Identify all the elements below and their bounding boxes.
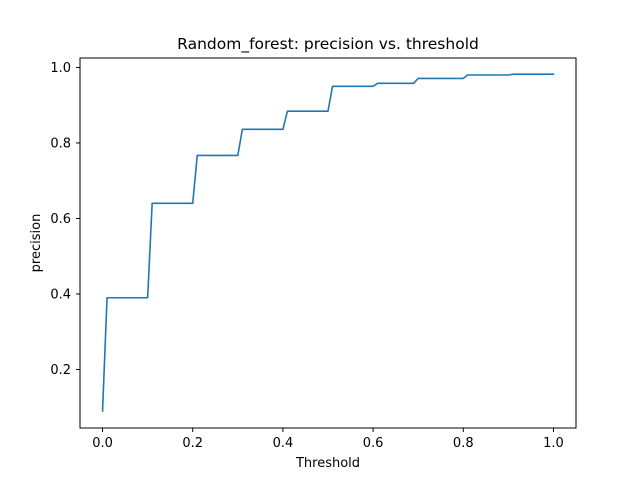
chart-title: Random_forest: precision vs. threshold xyxy=(177,35,479,54)
x-tick-label: 0.0 xyxy=(92,436,113,451)
y-tick-label: 0.6 xyxy=(50,212,71,227)
x-tick-label: 1.0 xyxy=(543,436,564,451)
x-axis-label: Threshold xyxy=(295,456,360,471)
x-axis: 0.0 0.2 0.4 0.6 0.8 1.0 xyxy=(92,428,564,451)
y-axis-label: precision xyxy=(29,214,44,273)
x-tick-label: 0.8 xyxy=(453,436,474,451)
y-tick-label: 1.0 xyxy=(50,61,71,76)
x-tick-label: 0.2 xyxy=(182,436,203,451)
series-line-0 xyxy=(101,73,555,412)
x-tick-label: 0.6 xyxy=(363,436,384,451)
plot-frame xyxy=(79,57,577,429)
y-axis: 0.2 0.4 0.6 0.8 1.0 xyxy=(50,61,80,378)
y-tick-label: 0.8 xyxy=(50,136,71,151)
y-tick-label: 0.4 xyxy=(50,287,71,302)
x-tick-label: 0.4 xyxy=(273,436,294,451)
y-tick-label: 0.2 xyxy=(50,363,71,378)
